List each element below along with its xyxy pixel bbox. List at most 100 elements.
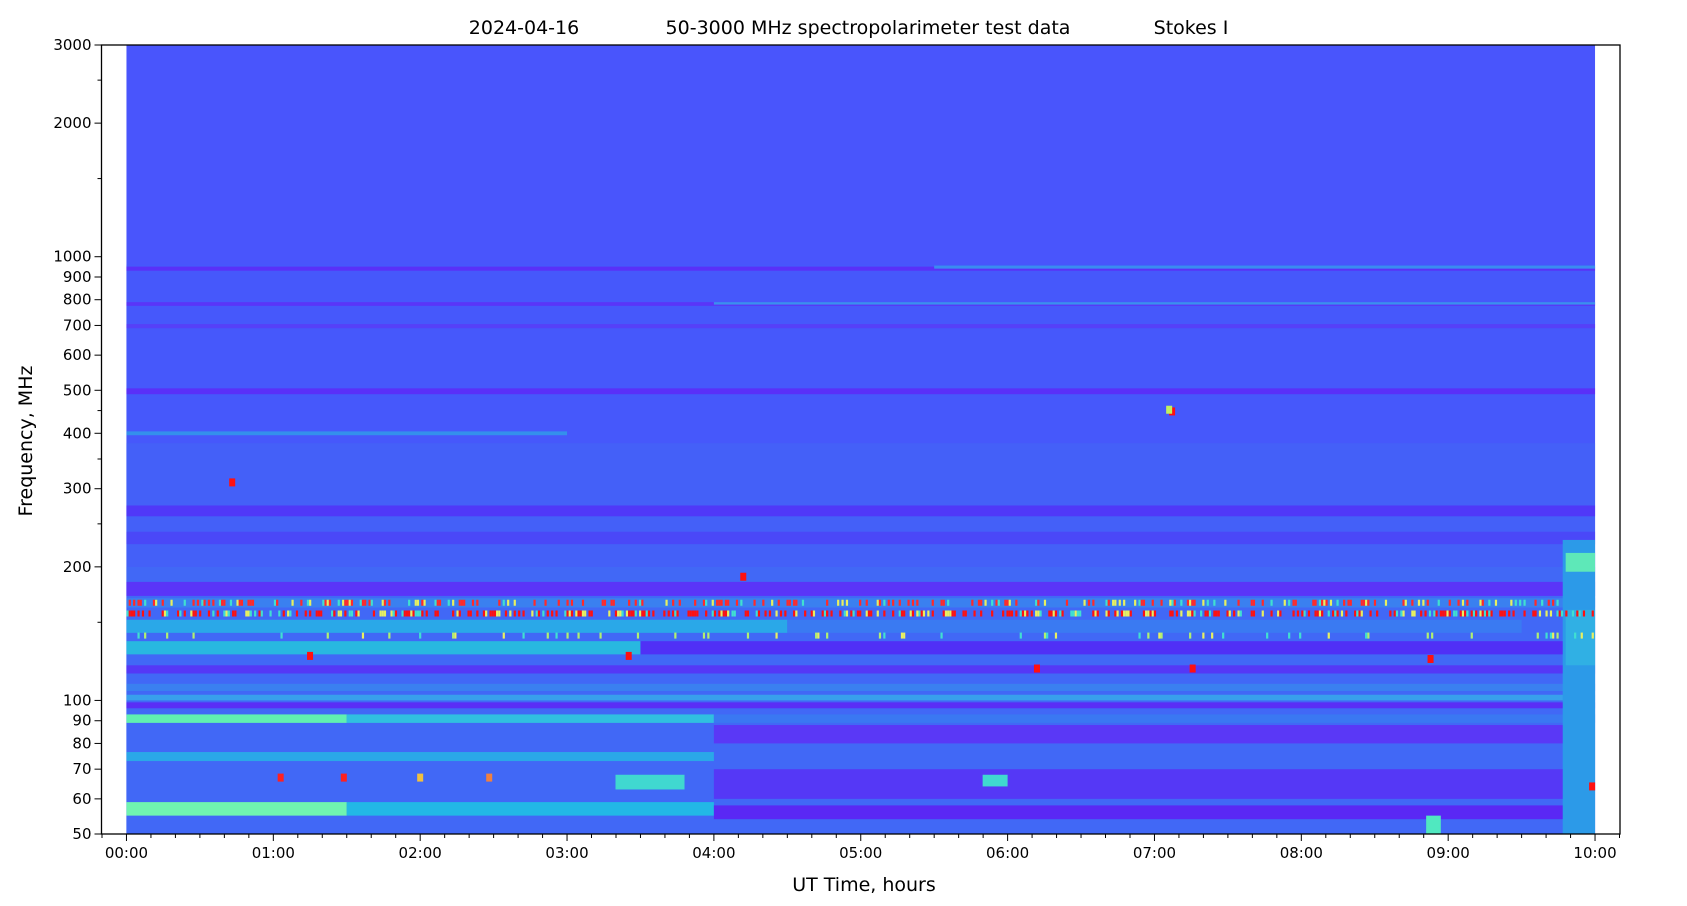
interference-mark	[412, 610, 415, 617]
interference-mark	[599, 632, 602, 639]
interference-mark	[212, 610, 215, 617]
interference-mark	[1074, 610, 1077, 617]
burst-mark	[625, 651, 632, 660]
interference-mark	[1345, 610, 1348, 617]
interference-mark	[227, 610, 230, 617]
interference-mark	[1321, 599, 1324, 606]
interference-mark	[735, 599, 739, 606]
interference-mark	[133, 610, 136, 617]
heatmap-band	[126, 581, 1596, 596]
interference-mark	[564, 610, 567, 617]
interference-mark	[1360, 610, 1363, 617]
interference-mark	[276, 599, 279, 606]
interference-mark	[1079, 610, 1082, 617]
y-tick-label: 200	[63, 558, 92, 576]
interference-mark	[784, 610, 787, 617]
interference-mark	[1514, 599, 1517, 606]
interference-mark	[1422, 599, 1425, 606]
interference-mark	[1536, 632, 1539, 639]
interference-mark	[1010, 610, 1014, 617]
y-tick-label: 2000	[53, 114, 91, 132]
interference-mark	[498, 610, 501, 617]
interference-mark	[1087, 599, 1091, 606]
interference-mark	[962, 610, 965, 617]
interference-mark	[1233, 610, 1236, 617]
interference-mark	[850, 610, 853, 617]
interference-mark	[306, 599, 310, 606]
heatmap-band	[126, 531, 1596, 545]
burst-mark	[307, 651, 314, 660]
interference-mark	[845, 610, 849, 617]
interference-mark	[1534, 599, 1537, 606]
interference-mark	[1336, 610, 1339, 617]
interference-mark	[909, 610, 912, 617]
interference-mark	[368, 599, 371, 606]
interference-mark	[350, 610, 354, 617]
title-description: 50-3000 MHz spectropolarimeter test data	[666, 17, 1071, 39]
interference-mark	[1039, 610, 1042, 617]
interference-mark	[826, 632, 829, 639]
interference-mark	[1428, 610, 1432, 617]
interference-mark	[390, 610, 393, 617]
y-tick-label: 700	[63, 316, 92, 334]
heatmap-band	[934, 265, 1596, 269]
interference-mark	[1439, 610, 1443, 617]
interference-mark	[1494, 599, 1498, 606]
interference-mark	[447, 599, 450, 606]
interference-mark	[916, 610, 919, 617]
interference-mark	[865, 599, 868, 606]
interference-mark	[1277, 610, 1280, 617]
interference-mark	[852, 610, 855, 617]
interference-mark	[326, 599, 329, 606]
interference-mark	[630, 610, 633, 617]
interference-mark	[1365, 632, 1368, 639]
interference-mark	[944, 610, 948, 617]
interference-mark	[643, 610, 646, 617]
interference-mark	[1314, 599, 1317, 606]
interference-mark	[916, 599, 919, 606]
interference-mark	[476, 599, 479, 606]
interference-mark	[707, 632, 710, 639]
interference-mark	[1349, 599, 1352, 606]
interference-mark	[236, 599, 239, 606]
interference-mark	[1140, 599, 1143, 606]
interference-mark	[1037, 599, 1040, 606]
chart-title: 2024-04-16 50-3000 MHz spectropolarimete…	[469, 17, 1229, 39]
interference-mark	[1191, 599, 1194, 606]
interference-mark	[1466, 599, 1469, 606]
interference-mark	[1193, 599, 1196, 606]
interference-mark	[249, 599, 252, 606]
interference-mark	[588, 610, 591, 617]
interference-mark	[194, 610, 197, 617]
interference-mark	[1448, 610, 1451, 617]
heatmap-band	[982, 774, 1008, 787]
interference-mark	[1510, 599, 1513, 606]
interference-mark	[610, 599, 613, 606]
interference-mark	[1321, 610, 1324, 617]
burst-mark	[1427, 654, 1434, 663]
interference-mark	[1565, 610, 1568, 617]
interference-mark	[942, 599, 945, 606]
interference-mark	[291, 599, 294, 606]
x-tick-label: 01:00	[252, 844, 295, 862]
interference-mark	[207, 599, 211, 606]
heatmap-band	[713, 714, 1596, 723]
interference-mark	[718, 610, 721, 617]
interference-mark	[920, 610, 923, 617]
interference-mark	[1261, 599, 1264, 606]
x-axis-label: UT Time, hours	[792, 874, 936, 896]
interference-mark	[579, 610, 582, 617]
interference-mark	[139, 599, 142, 606]
interference-mark	[883, 632, 886, 639]
interference-mark	[1470, 610, 1473, 617]
interference-mark	[947, 610, 950, 617]
burst-mark	[486, 773, 493, 782]
interference-mark	[947, 599, 950, 606]
interference-mark	[192, 599, 195, 606]
interference-mark	[931, 610, 934, 617]
interference-mark	[1334, 610, 1337, 617]
interference-mark	[1292, 610, 1295, 617]
interference-mark	[755, 610, 758, 617]
interference-mark	[1206, 610, 1209, 617]
interference-mark	[463, 599, 466, 606]
